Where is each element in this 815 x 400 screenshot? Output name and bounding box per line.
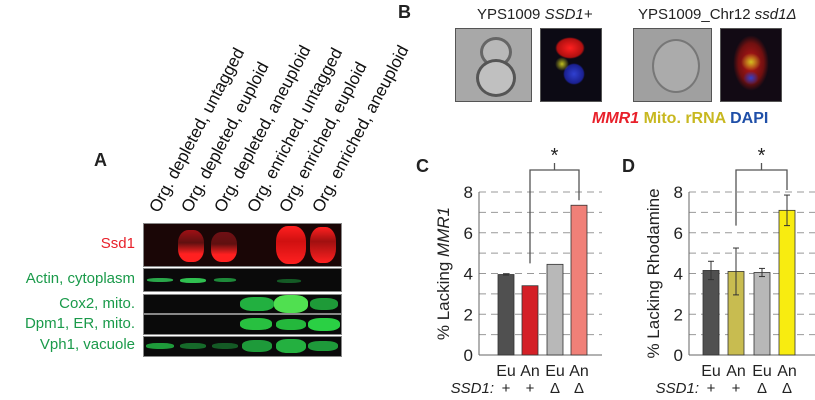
blot-actin [143, 268, 342, 292]
genotype-row-label: SSD1: [451, 380, 494, 397]
y-axis-label: % Lacking Rhodamine [644, 188, 663, 358]
x-tick-label: An [726, 363, 746, 380]
row-label-actin: Actin, cytoplasm [25, 270, 135, 287]
genotype-label: Δ [757, 380, 767, 397]
x-tick-label: An [777, 363, 797, 380]
panel-c-label: C [416, 156, 429, 176]
y-axis-label: % Lacking MMR1 [434, 207, 453, 340]
bar [570, 204, 588, 356]
panel-d-label: D [622, 156, 635, 176]
genotype-label: Δ [574, 380, 584, 397]
strain-name: YPS1009_Chr12 [638, 6, 751, 23]
x-tick-label: Eu [496, 363, 516, 380]
genotype: ssd1Δ [754, 6, 797, 23]
genotype-label: + [732, 380, 741, 397]
bar [702, 270, 720, 356]
x-tick-label: An [520, 363, 540, 380]
bar [753, 272, 771, 356]
genotype-row-label: SSD1: [656, 380, 699, 397]
legend-dapi: DAPI [730, 110, 769, 127]
bar [497, 274, 515, 356]
legend-mmr1: MMR1 [592, 110, 640, 127]
y-tick-label: 0 [674, 346, 683, 365]
brightfield-image-ssd1-delta [633, 28, 712, 102]
left-image-title: YPS1009 SSD1+ [477, 6, 593, 23]
right-image-title: YPS1009_Chr12 ssd1Δ [638, 6, 797, 23]
row-label-dpm1: Dpm1, ER, mito. [24, 315, 135, 332]
channel-legend: MMR1 Mito. rRNA DAPI [592, 110, 768, 128]
fluorescence-image-ssd1-plus [540, 28, 602, 102]
blot-cox2 [143, 294, 342, 314]
bar [521, 285, 539, 356]
blot-vph1 [143, 336, 342, 357]
legend-mito-rrna: Mito. rRNA [643, 110, 726, 127]
y-tick-label: 0 [464, 346, 473, 365]
significance-star: * [758, 145, 766, 167]
y-tick-label: 2 [674, 305, 683, 324]
strain-name: YPS1009 [477, 6, 541, 23]
bar [546, 263, 564, 356]
y-tick-label: 6 [674, 224, 683, 243]
y-tick-label: 8 [464, 183, 473, 202]
y-tick-label: 4 [464, 265, 473, 284]
y-tick-label: 8 [674, 183, 683, 202]
panel-b-label: B [398, 2, 411, 22]
x-tick-label: Eu [545, 363, 565, 380]
brightfield-image-ssd1-plus [455, 28, 532, 102]
blot-ssd1 [143, 223, 342, 267]
panel-a-label: A [94, 150, 107, 170]
y-axis-label-gene: MMR1 [434, 207, 453, 257]
genotype-label: + [707, 380, 716, 397]
significance-star: * [551, 145, 559, 167]
genotype-label: + [526, 380, 535, 397]
x-tick-label: Eu [701, 363, 721, 380]
row-label-ssd1: Ssd1 [100, 235, 135, 252]
bar [778, 209, 796, 356]
genotype: SSD1+ [544, 6, 593, 23]
y-tick-label: 4 [674, 265, 683, 284]
y-tick-label: 6 [464, 224, 473, 243]
genotype-label: Δ [782, 380, 792, 397]
x-tick-label: Eu [752, 363, 772, 380]
x-tick-label: An [569, 363, 589, 380]
fluorescence-image-ssd1-delta [720, 28, 782, 102]
genotype-label: Δ [550, 380, 560, 397]
row-label-vph1: Vph1, vacuole [39, 336, 135, 353]
row-label-cox2: Cox2, mito. [59, 295, 135, 312]
y-tick-label: 2 [464, 305, 473, 324]
genotype-label: + [502, 380, 511, 397]
blot-dpm1 [143, 314, 342, 335]
